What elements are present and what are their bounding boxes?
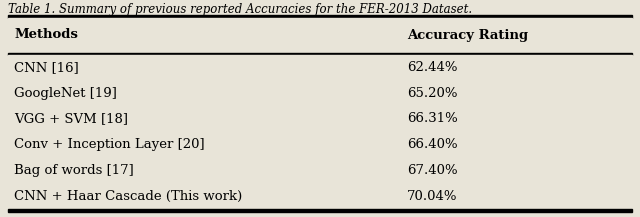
Text: Accuracy Rating: Accuracy Rating	[407, 28, 528, 41]
Text: 65.20%: 65.20%	[407, 87, 458, 100]
Text: Conv + Inception Layer [20]: Conv + Inception Layer [20]	[14, 138, 205, 151]
Text: VGG + SVM [18]: VGG + SVM [18]	[14, 112, 128, 125]
Text: 62.44%: 62.44%	[407, 61, 458, 74]
Text: 66.40%: 66.40%	[407, 138, 458, 151]
Bar	[8, 15, 632, 18]
Bar	[8, 18, 632, 53]
Text: 70.04%: 70.04%	[407, 190, 458, 203]
Bar	[8, 54, 632, 80]
Text: Methods: Methods	[14, 28, 78, 41]
Bar	[8, 53, 632, 54]
Text: 66.31%: 66.31%	[407, 112, 458, 125]
Text: Bag of words [17]: Bag of words [17]	[14, 164, 134, 177]
Bar	[8, 209, 632, 212]
Text: Table 1. Summary of previous reported Accuracies for the FER-2013 Dataset.: Table 1. Summary of previous reported Ac…	[8, 3, 472, 16]
Bar	[8, 106, 632, 132]
Bar	[8, 132, 632, 158]
Text: CNN + Haar Cascade (This work): CNN + Haar Cascade (This work)	[14, 190, 243, 203]
Bar	[8, 158, 632, 183]
Text: CNN [16]: CNN [16]	[14, 61, 79, 74]
Bar	[8, 80, 632, 106]
Text: 67.40%: 67.40%	[407, 164, 458, 177]
Bar	[8, 183, 632, 209]
Text: GoogleNet [19]: GoogleNet [19]	[14, 87, 117, 100]
